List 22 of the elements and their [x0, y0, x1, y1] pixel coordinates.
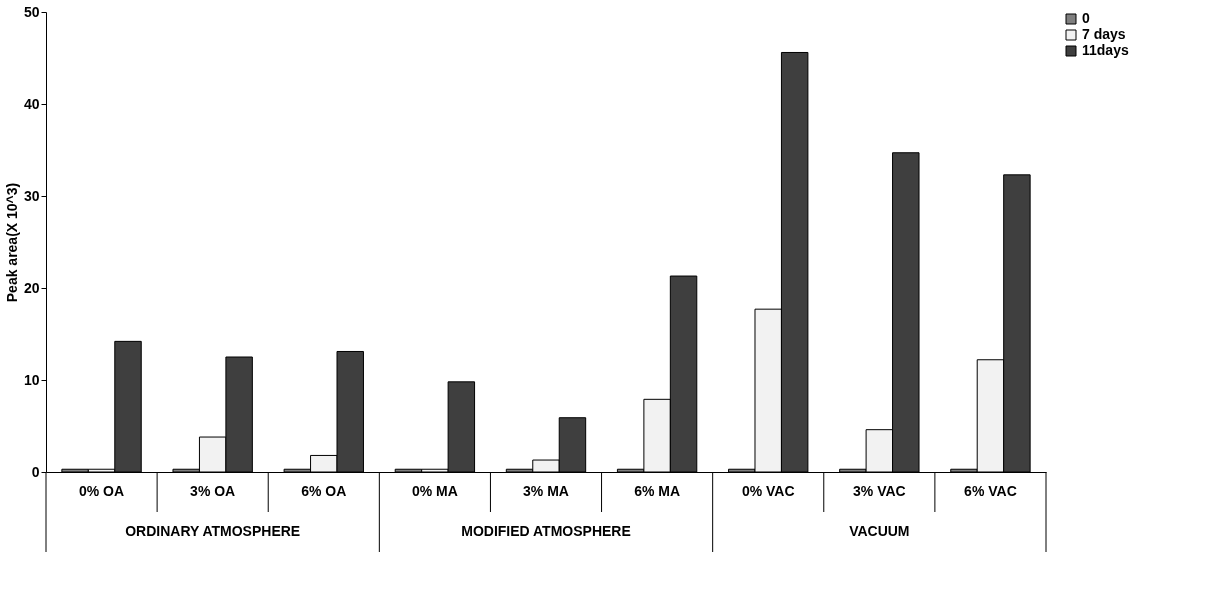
x-tick-label: 6% VAC: [964, 482, 1017, 499]
y-axis-title: Peak area(X 10^3): [3, 182, 20, 303]
text: MODIFIED ATMOSPHERE: [461, 523, 631, 539]
text: VACUUM: [849, 523, 910, 539]
y-tick-label: 50: [23, 3, 40, 20]
x-tick-label: 3% MA: [523, 482, 569, 499]
y-tick-label: 20: [23, 279, 40, 296]
x-tick-label: 0% OA: [78, 482, 125, 499]
y-tick-label: 0: [31, 463, 40, 480]
x-tick-label: 0% VAC: [741, 482, 795, 499]
x-tick-label: 3% OA: [190, 482, 236, 499]
x-tick-label: 0% MA: [411, 482, 458, 499]
text: ORDINARY ATMOSPHERE: [125, 523, 301, 539]
legend-label: 7 days: [1082, 26, 1126, 42]
y-tick-label: 30: [23, 187, 40, 204]
y-tick-label: 10: [23, 371, 40, 388]
y-tick-label: 40: [23, 95, 40, 112]
x-tick-label: 6% MA: [634, 482, 681, 499]
legend-label: 11days: [1082, 42, 1129, 58]
x-tick-label: 6% OA: [301, 482, 347, 499]
x-tick-label: 3% VAC: [853, 482, 906, 499]
legend-label: 0: [1082, 10, 1090, 26]
